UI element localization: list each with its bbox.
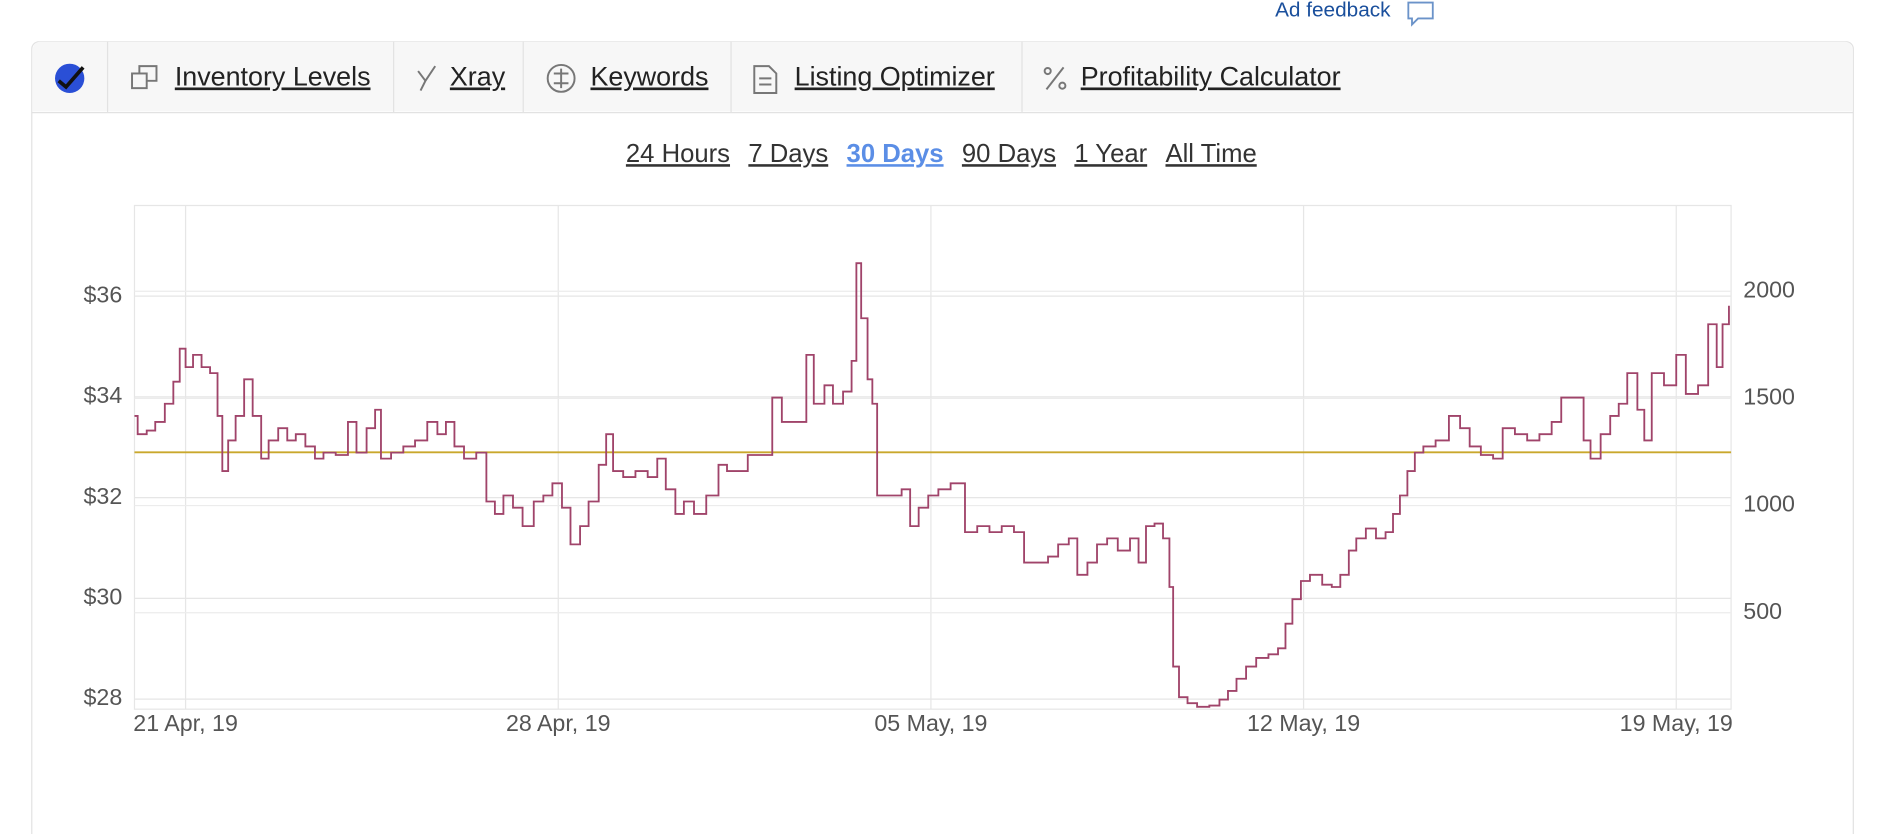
data-line [134, 262, 1730, 708]
y-tick-label: $32 [84, 483, 123, 509]
toolbar-link[interactable]: Profitability Calculator [1081, 61, 1341, 91]
range-button[interactable]: 90 Days [962, 140, 1056, 168]
toolbar-link[interactable]: Inventory Levels [175, 61, 371, 91]
toolbar-link[interactable]: Listing Optimizer [795, 61, 995, 91]
range-button[interactable]: All Time [1165, 140, 1256, 168]
toolbar-icons [131, 63, 1067, 95]
logo[interactable] [55, 63, 85, 94]
x-tick-label: 21 Apr, 19 [133, 710, 238, 736]
x-tick-label: 28 Apr, 19 [506, 710, 611, 736]
y-tick-label: $30 [84, 584, 123, 610]
range-button[interactable]: 30 Days [847, 140, 944, 168]
y2-tick-label: 500 [1743, 598, 1782, 624]
range-button[interactable]: 24 Hours [626, 140, 730, 168]
toolbar-link[interactable]: Keywords [590, 61, 708, 91]
feedback-icon [1407, 1, 1434, 27]
y2-tick-label: 1500 [1743, 384, 1795, 410]
y2-tick-label: 2000 [1743, 276, 1795, 302]
toolbar-bg [33, 41, 1853, 112]
range-button[interactable]: 7 Days [748, 140, 828, 168]
toolbar-link[interactable]: Xray [450, 61, 506, 91]
range-button[interactable]: 1 Year [1074, 140, 1147, 168]
x-tick-label: 12 May, 19 [1247, 710, 1360, 736]
x-tick-label: 05 May, 19 [874, 710, 987, 736]
plot-frame [133, 204, 1732, 710]
x-tick-label: 19 May, 19 [1620, 710, 1733, 736]
ad-feedback[interactable]: Ad feedback [1275, 0, 1391, 22]
y-tick-label: $28 [84, 684, 123, 710]
y-tick-label: $34 [84, 382, 123, 408]
y-tick-label: $36 [84, 281, 123, 307]
toolbar-separators [106, 41, 1023, 113]
y2-tick-label: 1000 [1743, 491, 1795, 517]
